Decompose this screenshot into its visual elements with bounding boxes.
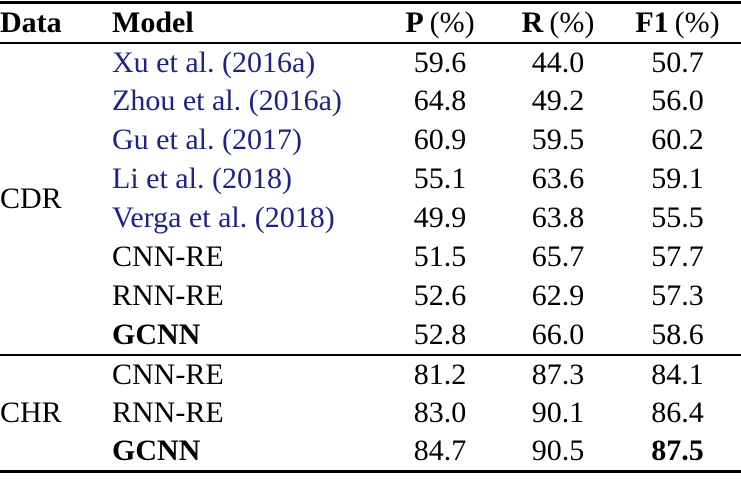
precision-value: 52.8 <box>413 317 467 351</box>
precision-value: 59.6 <box>413 45 467 79</box>
table-row: CNN-RE 51.5 65.7 57.7 <box>0 238 741 277</box>
model-cell: GCNN <box>112 434 201 468</box>
recall-value: 90.1 <box>531 396 585 429</box>
recall-value: 59.5 <box>531 123 585 156</box>
table-row: GCNN 84.7 90.5 87.5 <box>0 433 741 472</box>
f1-value: 56.0 <box>651 84 704 117</box>
table-row: RNN-RE 52.6 62.9 57.3 <box>0 277 741 316</box>
table-row: Zhou et al. (2016a) 64.8 49.2 56.0 <box>0 82 741 121</box>
precision-value: 49.9 <box>413 201 467 234</box>
header-recall: R (%) <box>502 3 614 43</box>
recall-value: 62.9 <box>531 279 585 312</box>
precision-value: 60.9 <box>413 123 467 156</box>
f1-value: 58.6 <box>651 317 704 351</box>
header-f1-unit: (%) <box>674 5 720 39</box>
recall-value: 65.7 <box>531 240 585 273</box>
model-cell: Gu et al. (2017) <box>112 121 378 160</box>
table-row: RNN-RE 83.0 90.1 86.4 <box>0 394 741 433</box>
header-f1-label: F1 <box>635 5 669 39</box>
model-cell: Zhou et al. (2016a) <box>112 82 378 121</box>
recall-value: 49.2 <box>531 84 585 117</box>
precision-value: 81.2 <box>413 357 467 391</box>
header-precision: P (%) <box>378 3 502 43</box>
table-row: CDR Xu et al. (2016a) 59.6 44.0 50.7 <box>0 43 741 213</box>
citation-link[interactable]: Verga et al. (2018) <box>112 201 335 234</box>
f1-value: 86.4 <box>651 396 704 429</box>
header-precision-label: P <box>405 5 424 39</box>
recall-value: 87.3 <box>531 357 585 391</box>
data-group-label-chr: CHR <box>0 395 62 429</box>
precision-value: 84.7 <box>413 434 467 468</box>
f1-value: 57.7 <box>651 240 704 273</box>
model-cell: Xu et al. (2016a) <box>112 43 378 82</box>
f1-value: 84.1 <box>651 357 704 391</box>
precision-value: 52.6 <box>413 279 467 312</box>
citation-link[interactable]: Gu et al. (2017) <box>112 123 302 156</box>
f1-value: 60.2 <box>651 123 704 156</box>
precision-value: 55.1 <box>413 162 467 195</box>
f1-value: 59.1 <box>651 162 704 195</box>
model-cell: RNN-RE <box>112 279 224 312</box>
header-recall-label: R <box>521 5 544 39</box>
header-row: Data Model P (%) R (%) F1 (%) <box>0 3 741 43</box>
header-model: Model <box>112 5 194 39</box>
model-cell: RNN-RE <box>112 396 224 429</box>
f1-value: 50.7 <box>651 45 704 79</box>
table-row: Li et al. (2018) 55.1 63.6 59.1 <box>0 160 741 199</box>
section-cdr: CDR Xu et al. (2016a) 59.6 44.0 50.7 Zho… <box>0 43 741 355</box>
header-precision-unit: (%) <box>429 5 475 39</box>
table-row: Verga et al. (2018) 49.9 63.8 55.5 <box>0 199 741 238</box>
data-group-label-cdr: CDR <box>0 181 62 215</box>
table-row: GCNN 52.8 66.0 58.6 <box>0 316 741 355</box>
citation-link[interactable]: Xu et al. (2016a) <box>112 45 316 79</box>
header-data: Data <box>0 5 62 39</box>
f1-value: 57.3 <box>651 279 704 312</box>
model-cell: Verga et al. (2018) <box>112 199 378 238</box>
recall-value: 63.8 <box>531 201 585 234</box>
precision-value: 51.5 <box>413 240 467 273</box>
header-recall-unit: (%) <box>549 5 595 39</box>
header-f1: F1 (%) <box>614 3 741 43</box>
model-cell: CNN-RE <box>112 240 224 273</box>
citation-link[interactable]: Zhou et al. (2016a) <box>112 84 342 117</box>
table-row: Gu et al. (2017) 60.9 59.5 60.2 <box>0 121 741 160</box>
recall-value: 90.5 <box>531 434 585 468</box>
precision-value: 83.0 <box>413 396 467 429</box>
f1-value: 55.5 <box>651 201 704 234</box>
citation-link[interactable]: Li et al. (2018) <box>112 162 292 195</box>
recall-value: 63.6 <box>531 162 585 195</box>
recall-value: 66.0 <box>531 317 585 351</box>
precision-value: 64.8 <box>413 84 467 117</box>
section-chr: CHR CNN-RE 81.2 87.3 84.1 RNN-RE 83.0 90… <box>0 355 741 472</box>
model-cell: GCNN <box>112 317 201 351</box>
table-row: CHR CNN-RE 81.2 87.3 84.1 <box>0 355 741 427</box>
recall-value: 44.0 <box>531 45 585 79</box>
model-cell: CNN-RE <box>112 357 224 391</box>
f1-value: 87.5 <box>651 434 704 468</box>
model-cell: Li et al. (2018) <box>112 160 378 199</box>
results-table: Data Model P (%) R (%) F1 (%) CDR Xu et al.… <box>0 1 741 473</box>
